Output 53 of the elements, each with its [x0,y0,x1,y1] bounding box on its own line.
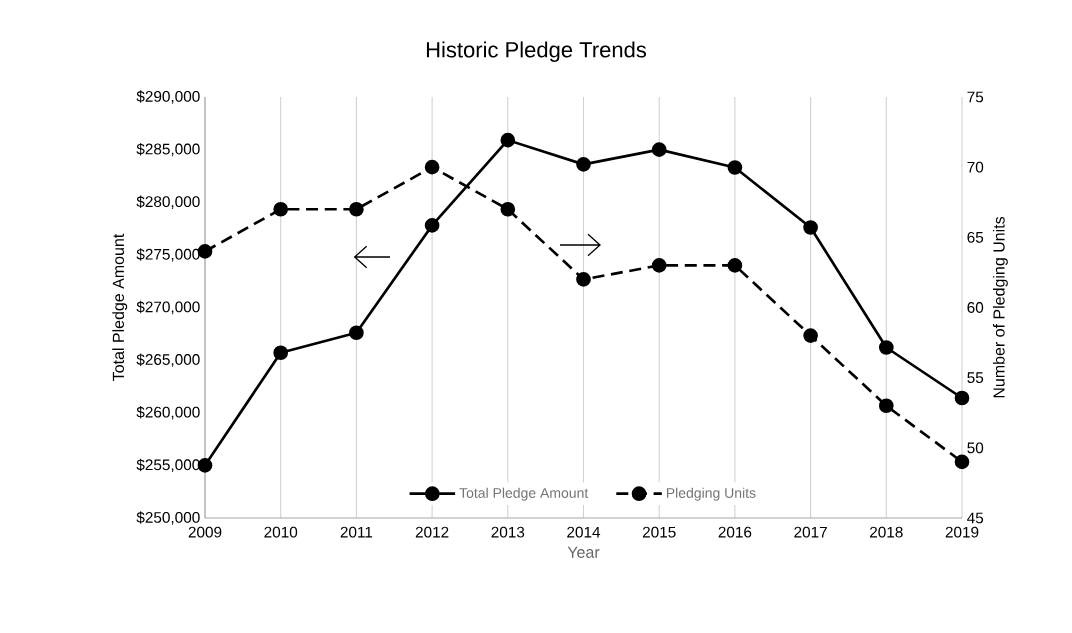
y2-tick-label: 75 [967,91,984,103]
x-tick-label: 2013 [491,526,525,538]
y-tick-label: $265,000 [136,353,200,367]
x-tick-label: 2015 [642,526,676,538]
point [576,272,591,287]
point [727,160,743,175]
point [576,157,591,172]
y2-tick-label: 55 [967,372,984,384]
point [651,258,667,273]
x-tick-label: 2012 [415,526,449,538]
x-tick-label: 2018 [870,526,903,538]
point [651,142,667,157]
legend-label: Total Pledge Amount [459,487,589,501]
point [349,325,364,341]
x-tick-label: 2017 [794,526,827,538]
y-tick-label: $260,000 [136,406,200,420]
y-tick-label: $285,000 [136,142,200,157]
y-tick-label: $280,000 [136,195,200,209]
legend-label: Pledging Units [666,487,756,501]
point [803,220,818,235]
x-tick-label: 2010 [264,526,298,538]
y-tick-label: $270,000 [136,300,200,315]
x-tick-label: 2016 [718,526,752,538]
point [500,201,516,217]
point [273,201,289,217]
y2-tick-label: 65 [967,231,984,243]
x-tick-label: 2014 [567,526,601,538]
x-axis-title: Year [567,546,600,558]
y-tick-label: $250,000 [136,511,200,525]
y-axis-title: Total Pledge Amount [112,233,128,381]
x-tick-label: 2019 [945,526,979,538]
point [878,340,894,355]
point [500,132,516,148]
point [803,328,818,343]
point [878,398,894,414]
point [424,218,440,233]
y-tick-label: $290,000 [136,90,200,104]
y-tick-label: $255,000 [136,458,200,473]
y-tick-label: $275,000 [136,248,200,262]
x-tick-label: 2009 [188,526,222,538]
y2-tick-label: 70 [967,161,984,173]
point [349,201,364,217]
y2-axis-title: Number of Pledging Units [992,216,1008,398]
point [424,159,440,175]
x-tick-label: 2011 [340,526,373,538]
y2-tick-label: 45 [967,512,984,524]
y2-tick-label: 60 [967,302,984,313]
y2-tick-label: 50 [967,442,984,454]
point [954,390,970,406]
chart-title: Historic Pledge Trends [426,41,647,62]
point [727,258,743,273]
point [954,454,970,470]
point [273,345,289,361]
